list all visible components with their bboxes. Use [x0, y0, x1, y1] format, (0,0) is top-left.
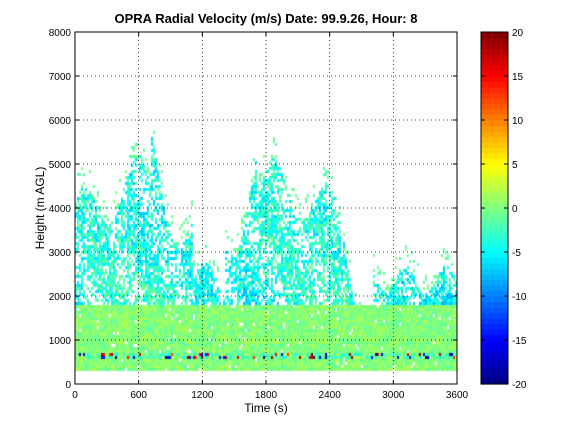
colorbar-swatch — [481, 373, 508, 380]
colorbar-swatch — [481, 246, 508, 253]
colorbar-swatch — [481, 279, 508, 286]
colorbar-swatch — [481, 367, 508, 374]
x-tick-label: 3000 — [382, 390, 405, 401]
colorbar-swatch — [481, 329, 508, 336]
colorbar-swatch — [481, 153, 508, 160]
colorbar-swatch — [481, 92, 508, 99]
colorbar-swatch — [481, 274, 508, 281]
colorbar-tick-label: -5 — [512, 248, 521, 259]
colorbar-swatch — [481, 37, 508, 44]
colorbar-swatch — [481, 334, 508, 341]
colorbar-swatch — [481, 164, 508, 171]
colorbar-swatch — [481, 323, 508, 330]
colorbar-swatch — [481, 252, 508, 259]
colorbar-swatch — [481, 362, 508, 369]
x-tick-label: 3600 — [446, 390, 469, 401]
colorbar-swatch — [481, 257, 508, 264]
colorbar-swatch — [481, 114, 508, 121]
colorbar-swatch — [481, 131, 508, 138]
colorbar-swatch — [481, 70, 508, 77]
colorbar-swatch — [481, 125, 508, 132]
colorbar-swatch — [481, 318, 508, 325]
colorbar-swatch — [481, 175, 508, 182]
colorbar-swatch — [481, 169, 508, 176]
colorbar-swatch — [481, 224, 508, 231]
y-tick-label: 2000 — [49, 292, 72, 303]
y-tick-label: 7000 — [49, 72, 72, 83]
colorbar-swatch — [481, 81, 508, 88]
colorbar-swatch — [481, 191, 508, 198]
colorbar-swatch — [481, 98, 508, 105]
y-tick-label: 8000 — [49, 28, 72, 39]
x-tick-label: 2400 — [319, 390, 342, 401]
colorbar-tick-label: 20 — [512, 28, 524, 39]
colorbar-tick-label: -20 — [512, 380, 527, 391]
colorbar-swatch — [481, 136, 508, 143]
plot-frame — [74, 31, 458, 385]
colorbar-swatch — [481, 345, 508, 352]
grid-lines — [75, 32, 457, 384]
colorbar-swatch — [481, 65, 508, 72]
colorbar-tick-label: 0 — [512, 204, 518, 215]
colorbar-swatch — [481, 268, 508, 275]
colorbar-swatch — [481, 186, 508, 193]
colorbar-swatch — [481, 285, 508, 292]
colorbar-swatch — [481, 109, 508, 116]
colorbar — [481, 32, 508, 385]
colorbar-swatch — [481, 340, 508, 347]
colorbar-swatch — [481, 147, 508, 154]
colorbar-swatch — [481, 378, 508, 385]
x-tick-label: 1800 — [255, 390, 278, 401]
y-axis-label: Height (m AGL) — [33, 167, 47, 250]
colorbar-swatch — [481, 241, 508, 248]
colorbar-tick-label: 5 — [512, 160, 518, 171]
colorbar-swatch — [481, 197, 508, 204]
colorbar-swatch — [481, 312, 508, 319]
colorbar-swatch — [481, 158, 508, 165]
colorbar-swatch — [481, 307, 508, 314]
colorbar-swatch — [481, 208, 508, 215]
colorbar-swatch — [481, 32, 508, 39]
y-tick-label: 6000 — [49, 116, 72, 127]
colorbar-swatch — [481, 235, 508, 242]
colorbar-swatch — [481, 290, 508, 297]
y-tick-label: 3000 — [49, 248, 72, 259]
colorbar-swatch — [481, 180, 508, 187]
colorbar-tick-label: -15 — [512, 336, 527, 347]
colorbar-swatch — [481, 351, 508, 358]
colorbar-swatch — [481, 296, 508, 303]
colorbar-swatch — [481, 213, 508, 220]
x-axis-label: Time (s) — [244, 401, 288, 415]
colorbar-swatch — [481, 54, 508, 61]
colorbar-swatch — [481, 76, 508, 83]
chart-title: OPRA Radial Velocity (m/s) Date: 99.9.26… — [115, 11, 418, 26]
x-tick-label: 1200 — [191, 390, 214, 401]
y-tick-label: 0 — [65, 380, 71, 391]
colorbar-swatch — [481, 219, 508, 226]
colorbar-tick-label: 15 — [512, 72, 524, 83]
x-tick-label: 0 — [72, 390, 78, 401]
colorbar-swatch — [481, 48, 508, 55]
colorbar-swatch — [481, 87, 508, 94]
colorbar-tick-label: 10 — [512, 116, 524, 127]
colorbar-swatch — [481, 263, 508, 270]
colorbar-swatch — [481, 120, 508, 127]
colorbar-tick-label: -10 — [512, 292, 527, 303]
colorbar-swatch — [481, 142, 508, 149]
y-tick-label: 1000 — [49, 336, 72, 347]
colorbar-ticks: -20 -15 -10 -5 0 5 10 15 20 — [481, 28, 527, 391]
colorbar-swatch — [481, 103, 508, 110]
y-tick-label: 4000 — [49, 204, 72, 215]
y-tick-label: 5000 — [49, 160, 72, 171]
colorbar-swatch — [481, 59, 508, 66]
colorbar-swatch — [481, 43, 508, 50]
colorbar-swatch — [481, 301, 508, 308]
colorbar-swatch — [481, 202, 508, 209]
x-tick-label: 600 — [130, 390, 147, 401]
colorbar-swatch — [481, 356, 508, 363]
colorbar-swatch — [481, 230, 508, 237]
